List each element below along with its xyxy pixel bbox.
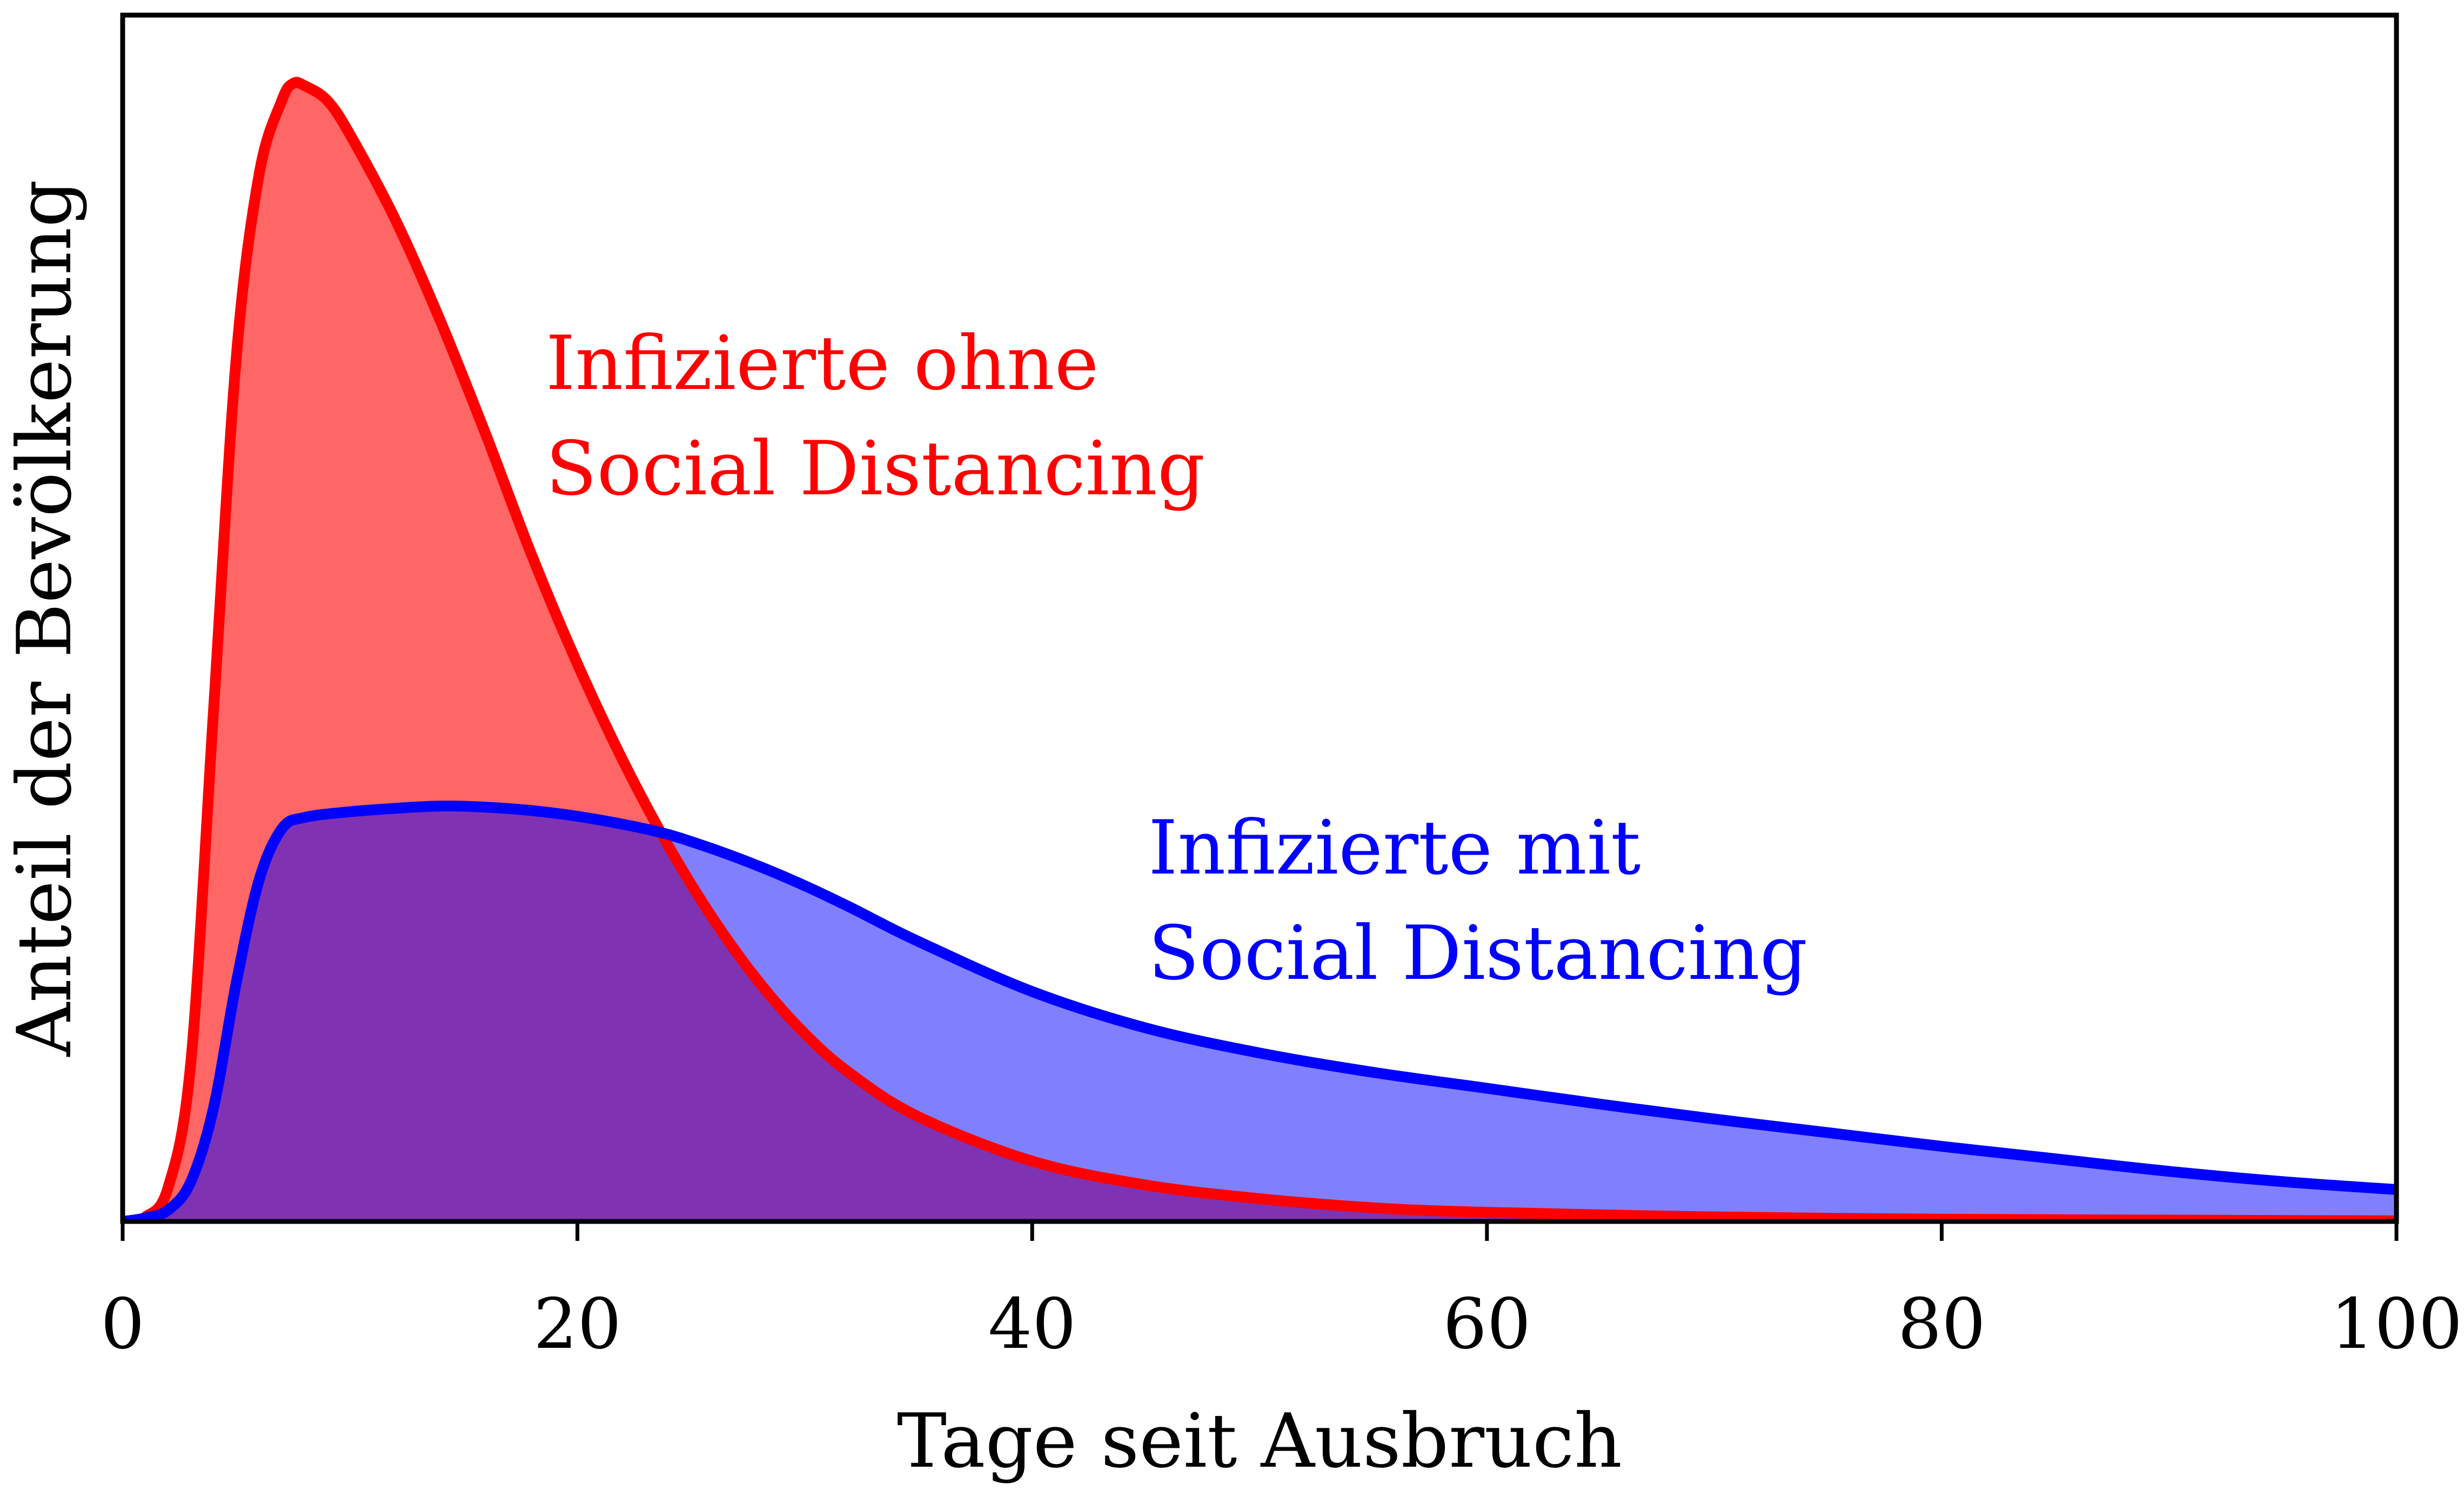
annotation-without-line-1: Infizierte ohne [546, 320, 1099, 407]
x-tick-label: 0 [101, 1284, 144, 1365]
x-axis-ticks: 0 20 40 60 80 100 [101, 1221, 2462, 1365]
area-overlap [123, 806, 2396, 1221]
x-tick-label: 80 [1898, 1284, 1986, 1365]
line-infected-with-distancing [123, 801, 2396, 1221]
annotation-without-distancing: Infizierte ohne Social Distancing [546, 320, 1205, 512]
annotation-without-line-2: Social Distancing [546, 425, 1205, 512]
plot-area [123, 77, 2396, 1221]
line-infected-without-distancing [123, 77, 2396, 1221]
y-axis-label: Anteil der Bevölkerung [1, 179, 88, 1057]
x-tick-label: 60 [1443, 1284, 1531, 1365]
x-tick-label: 40 [988, 1284, 1076, 1365]
x-tick-label: 100 [2331, 1284, 2462, 1365]
annotation-with-distancing: Infizierte mit Social Distancing [1148, 804, 1807, 997]
axes-frame [120, 12, 2399, 1224]
annotation-with-line-1: Infizierte mit [1148, 804, 1641, 891]
x-axis-label: Tage seit Ausbruch [897, 1398, 1622, 1485]
x-tick-label: 20 [533, 1284, 621, 1365]
annotation-with-line-2: Social Distancing [1148, 910, 1807, 997]
